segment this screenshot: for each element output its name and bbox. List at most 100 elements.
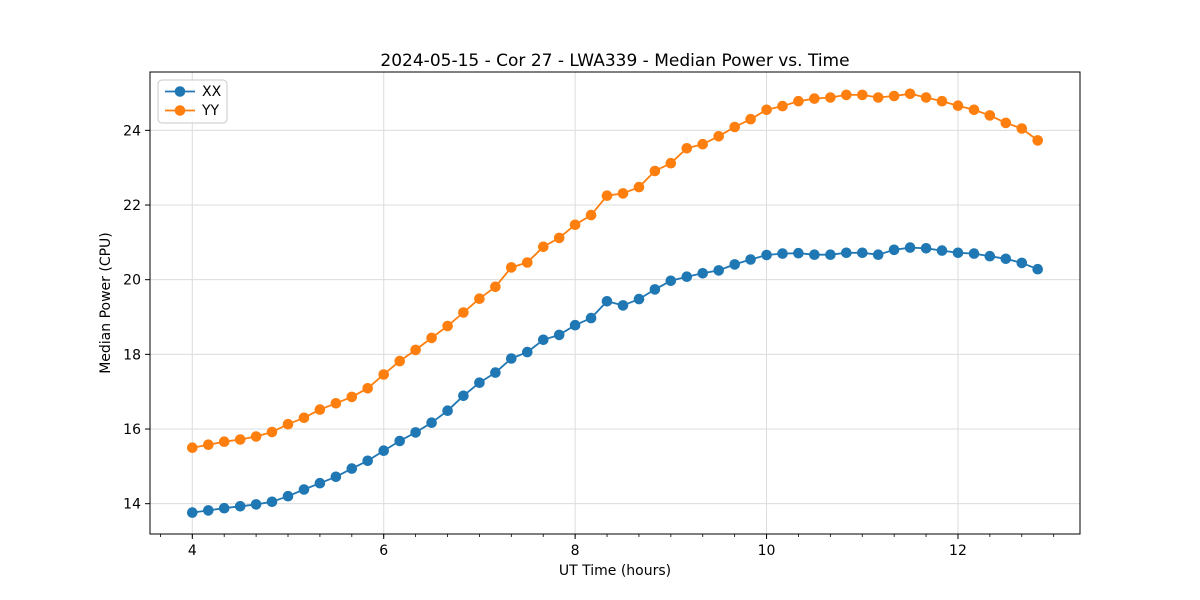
- data-point: [984, 110, 996, 121]
- data-point: [936, 245, 948, 256]
- data-point: [904, 242, 916, 253]
- data-point: [346, 391, 358, 403]
- y-tick-label: 18: [123, 347, 141, 363]
- legend-marker: [174, 86, 186, 97]
- x-axis-label: UT Time (hours): [558, 563, 672, 579]
- data-point: [378, 369, 390, 380]
- data-point: [426, 417, 437, 429]
- data-point: [553, 329, 565, 341]
- data-point: [362, 455, 374, 467]
- data-point: [203, 505, 214, 516]
- data-point: [888, 244, 900, 256]
- series-XX: [187, 242, 1043, 518]
- data-point: [298, 412, 310, 424]
- data-point: [729, 259, 740, 270]
- y-tick-label: 20: [123, 273, 141, 289]
- data-point: [633, 181, 645, 193]
- data-point: [825, 249, 836, 260]
- data-point: [984, 250, 996, 262]
- data-point: [569, 219, 581, 231]
- data-point: [809, 249, 820, 260]
- data-point: [904, 88, 916, 100]
- data-point: [394, 435, 406, 447]
- y-tick-label: 24: [123, 123, 141, 139]
- series-line: [192, 246, 1039, 514]
- data-point: [952, 247, 964, 259]
- data-point: [330, 398, 342, 409]
- data-point: [633, 293, 645, 305]
- data-point: [1032, 263, 1043, 275]
- data-point: [841, 89, 852, 101]
- data-point: [506, 262, 517, 273]
- data-point: [681, 271, 693, 283]
- data-point: [857, 247, 868, 259]
- legend-label: YY: [201, 103, 220, 119]
- data-point: [378, 445, 390, 457]
- data-point: [952, 100, 964, 111]
- data-point: [298, 484, 310, 495]
- data-point: [1032, 135, 1043, 146]
- data-point: [569, 319, 581, 331]
- data-point: [1016, 123, 1028, 134]
- y-axis-label: Median Power (CPU): [98, 232, 114, 374]
- data-point: [761, 104, 772, 116]
- data-point: [713, 265, 724, 276]
- data-point: [793, 95, 804, 107]
- data-point: [282, 418, 294, 430]
- chart-title: 2024-05-15 - Cor 27 - LWA339 - Median Po…: [380, 51, 850, 71]
- data-point: [346, 463, 358, 474]
- data-point: [187, 442, 198, 454]
- data-point: [410, 427, 421, 438]
- data-point: [809, 93, 820, 104]
- data-point: [314, 477, 326, 489]
- data-point: [681, 143, 693, 154]
- y-tick-label: 16: [123, 422, 141, 438]
- data-point: [745, 113, 756, 125]
- data-point: [920, 243, 932, 254]
- x-axis: 4 6 8 10 12: [159, 534, 1055, 559]
- x-tick-label: 10: [758, 543, 776, 559]
- data-point: [936, 95, 948, 107]
- data-point: [729, 121, 740, 133]
- data-point: [697, 268, 708, 279]
- data-point: [553, 232, 565, 244]
- data-point: [266, 496, 278, 508]
- data-point: [601, 296, 613, 307]
- data-point: [218, 436, 230, 448]
- data-point: [314, 404, 326, 415]
- y-tick-label: 22: [123, 198, 141, 214]
- data-point: [920, 92, 932, 103]
- data-point: [888, 90, 900, 102]
- data-point: [458, 307, 469, 318]
- data-point: [218, 502, 230, 514]
- data-point: [1000, 117, 1012, 129]
- data-point: [234, 501, 246, 512]
- series-YY: [187, 88, 1043, 454]
- data-point: [777, 248, 788, 259]
- data-point: [490, 367, 501, 378]
- x-tick-label: 8: [571, 543, 580, 559]
- data-point: [490, 281, 501, 293]
- data-point: [234, 434, 246, 445]
- data-point: [872, 249, 884, 260]
- data-point: [538, 241, 549, 253]
- data-point: [1016, 257, 1028, 269]
- legend-label: XX: [202, 84, 222, 100]
- data-point: [522, 257, 533, 268]
- series-line: [192, 92, 1039, 449]
- data-point: [362, 383, 374, 394]
- data-point: [761, 249, 772, 261]
- data-point: [697, 138, 708, 150]
- data-point: [410, 344, 421, 356]
- data-point: [665, 157, 677, 169]
- y-tick-label: 14: [123, 497, 141, 513]
- legend-marker: [174, 105, 186, 116]
- data-point: [474, 293, 485, 305]
- data-point: [538, 334, 549, 346]
- plot-border: [149, 71, 1081, 535]
- data-point: [585, 312, 597, 324]
- legend: XX YY: [157, 79, 228, 124]
- data-point: [793, 247, 804, 259]
- data-point: [649, 284, 661, 295]
